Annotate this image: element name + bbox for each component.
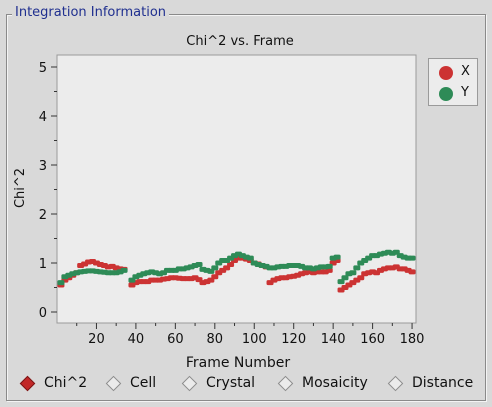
x-tick-label: 180 [400,332,425,347]
x-axis-label: Frame Number [186,355,291,371]
y-tick-label: 3 [39,159,47,174]
radio-indicator-icon [387,375,404,392]
x-tick-label: 120 [281,332,306,347]
y-tick-label: 5 [39,61,47,76]
y-tick-label: 0 [39,306,47,321]
data-point-y [349,270,357,276]
y-tick-label: 4 [39,110,47,125]
radio-label-crystal: Crystal [206,375,256,391]
legend-item-y: Y [439,84,479,102]
legend-label-y: Y [461,85,469,100]
radio-label-cell: Cell [130,375,157,391]
data-point-y [211,265,219,271]
legend-marker-x [439,66,453,80]
radio-indicator-icon [105,375,122,392]
data-point-y [353,265,361,271]
data-point-y [341,275,349,281]
data-point-x [227,261,235,267]
data-point-x [357,275,365,281]
data-point-y [120,267,128,273]
y-axis-label: Chi^2 [13,168,28,208]
data-point-y [333,254,341,260]
legend-item-x: X [439,63,479,81]
data-point-y [325,263,333,269]
radio-indicator-icon [181,375,198,392]
y-tick-label: 2 [39,208,47,223]
data-point-y [337,279,345,285]
group-title: Integration Information [12,5,170,21]
data-point-y [57,280,65,286]
radio-label-mosaicity: Mosaicity [302,375,368,391]
x-tick-label: 160 [360,332,385,347]
radio-label-distance: Distance [412,375,474,391]
plot-area [56,54,417,324]
x-tick-label: 80 [207,332,224,347]
radio-indicator-icon [19,375,36,392]
data-point-y [246,255,254,261]
x-tick-label: 60 [167,332,184,347]
x-tick-label: 40 [128,332,145,347]
integration-info-group [6,14,486,401]
x-tick-label: 140 [321,332,346,347]
radio-label-chi2: Chi^2 [44,375,88,391]
radio-indicator-icon [277,375,294,392]
data-point-x [408,269,416,275]
y-tick-label: 1 [39,257,47,272]
x-tick-label: 100 [242,332,267,347]
legend-marker-y [439,87,453,101]
chart-title: Chi^2 vs. Frame [186,34,293,49]
data-point-y [195,261,203,267]
data-point-y [408,255,416,261]
data-point-x [211,274,219,280]
x-tick-label: 20 [88,332,105,347]
chart-legend: X Y [428,58,478,106]
legend-label-x: X [461,64,470,79]
plot-type-radio-group: Chi^2 Cell Crystal Mosaicity Distance [19,374,485,394]
